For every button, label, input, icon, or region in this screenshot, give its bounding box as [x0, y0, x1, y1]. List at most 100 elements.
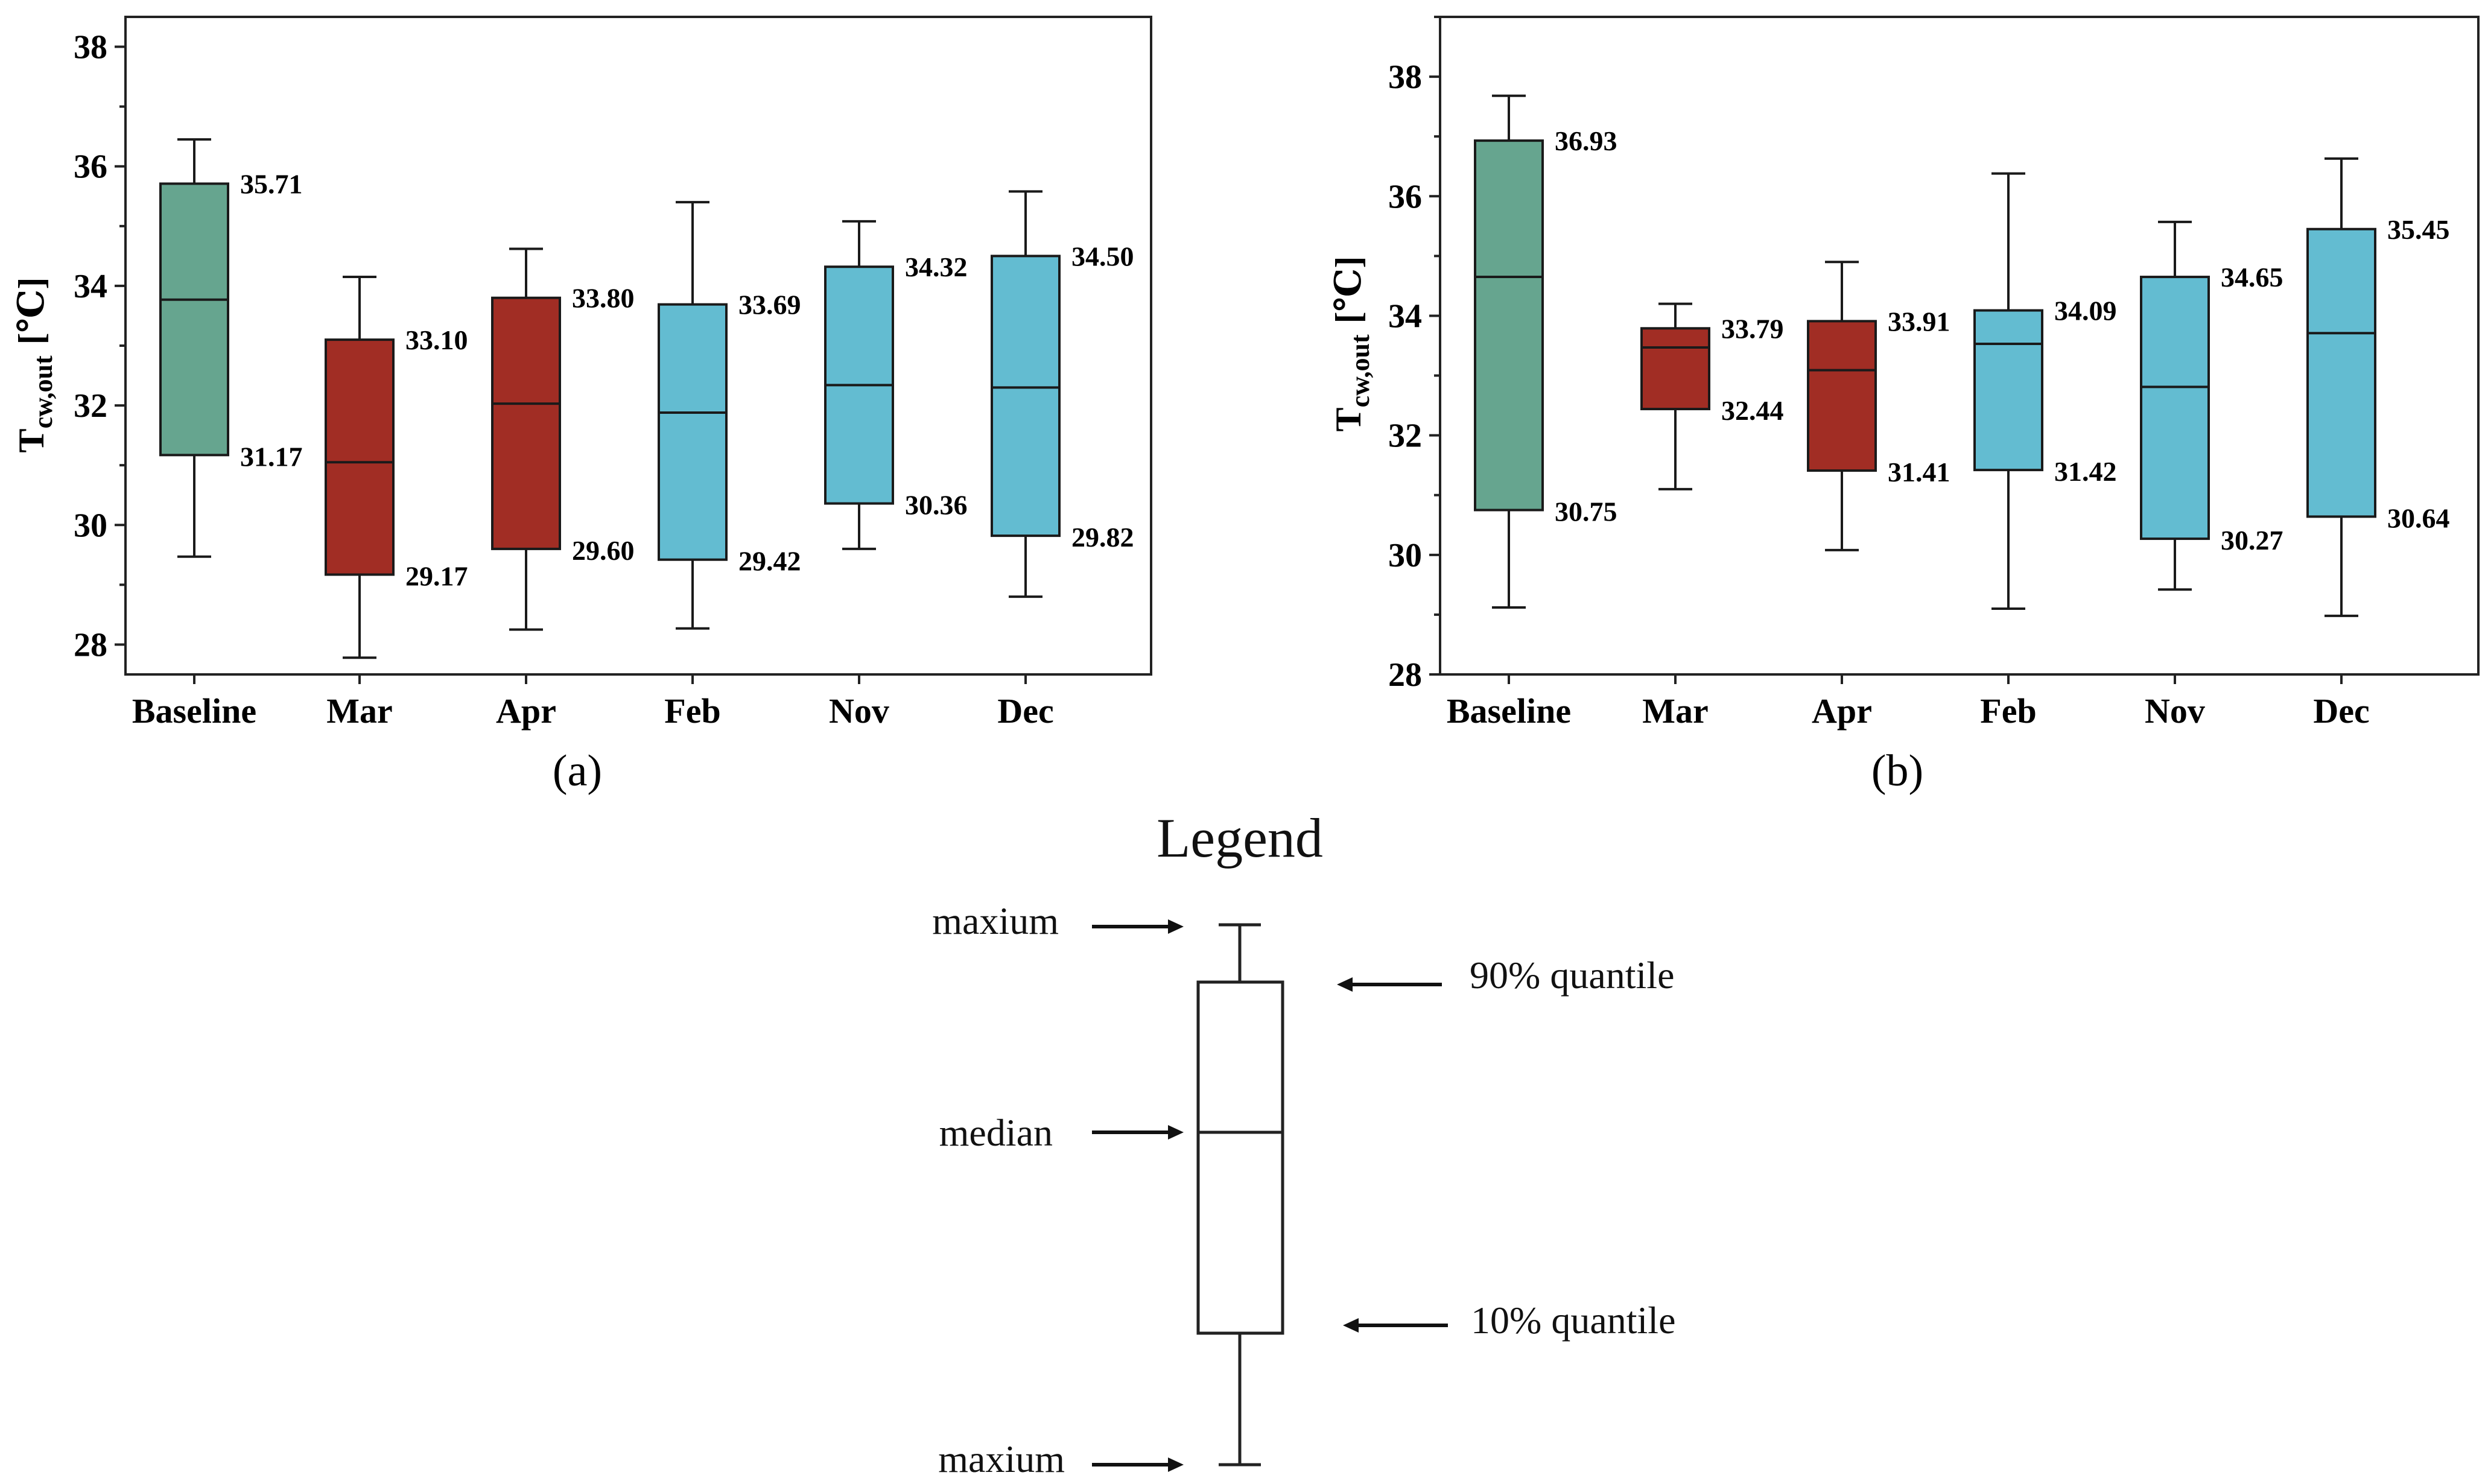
x-tick-label: Feb	[664, 691, 720, 731]
x-tick-label: Feb	[1980, 691, 2036, 731]
data-label-q10: 30.64	[2387, 503, 2450, 533]
y-axis-label-subscript: cw,out	[1345, 334, 1375, 407]
plot-area	[1440, 17, 2478, 674]
box-chart-b: 28 30 32 34 36 38 Baseline Mar Apr Feb Nov Dec 36.…	[1328, 16, 2480, 796]
x-tick-label: Apr	[496, 691, 556, 731]
box-mar	[325, 276, 395, 659]
data-label-q10: 32.44	[1721, 395, 1784, 426]
y-axis-label-main: T	[11, 428, 51, 452]
data-label-q10: 29.17	[405, 561, 468, 592]
x-tick-label: Apr	[1812, 691, 1872, 731]
x-tick-label: Baseline	[132, 691, 256, 731]
data-label-q90: 33.91	[1888, 306, 1950, 337]
y-tick-label: 32	[74, 387, 107, 425]
data-label-q90: 34.09	[2054, 296, 2117, 326]
box-dec	[991, 190, 1061, 598]
y-axis-label-unit: [℃]	[1328, 256, 1368, 324]
data-label-q90: 34.50	[1071, 241, 1134, 271]
box-chart-a: 28 30 32 34 36 38 Baseline Mar Apr Feb Nov Dec 35.…	[11, 16, 1152, 796]
box-body	[1973, 309, 2043, 472]
data-label-q90: 34.65	[2221, 262, 2283, 293]
x-tick-label: Mar	[1642, 691, 1709, 731]
box-body	[1807, 320, 1877, 472]
y-tick-label: 34	[1388, 297, 1422, 335]
box-apr	[491, 247, 561, 631]
box-body	[491, 296, 561, 550]
y-axis-label-unit: [℃]	[11, 277, 51, 345]
box-mar	[1640, 302, 1710, 490]
y-axis-label-subscript: cw,out	[28, 355, 58, 428]
panel-caption-b: (b)	[1871, 746, 1923, 796]
box-body	[1640, 327, 1710, 411]
y-tick-label: 36	[74, 148, 107, 186]
box-body	[325, 338, 395, 576]
box-nov	[824, 220, 894, 550]
y-tick-label: 30	[74, 507, 107, 544]
arrow-icon	[1092, 1457, 1184, 1472]
data-label-q90: 35.71	[240, 168, 303, 199]
data-label-q10: 29.60	[572, 535, 635, 566]
box-baseline	[1474, 94, 1544, 609]
box-dec	[2306, 157, 2376, 617]
x-tick-label: Dec	[997, 691, 1053, 731]
box-nov	[2140, 220, 2210, 591]
x-tick-label: Baseline	[1447, 691, 1571, 731]
data-label-q10: 31.41	[1888, 457, 1950, 487]
box-body	[991, 255, 1061, 537]
x-tick-label: Mar	[326, 691, 393, 731]
data-label-q10: 30.36	[905, 490, 968, 521]
data-label-q90: 36.93	[1555, 125, 1617, 156]
data-label-q10: 29.42	[738, 546, 801, 577]
box-body	[1474, 139, 1544, 512]
x-tick-label: Dec	[2313, 691, 2369, 731]
legend-box	[1196, 980, 1284, 1335]
arrow-icon	[1092, 1125, 1184, 1140]
data-label-q90: 33.79	[1721, 313, 1784, 344]
arrow-icon	[1337, 977, 1442, 992]
data-label-q10: 31.17	[240, 441, 303, 472]
legend-label-q10: 10% quantile	[1471, 1299, 1675, 1342]
y-tick-label: 36	[1388, 178, 1422, 215]
y-axis-label-b: Tcw,out [℃]	[1328, 256, 1375, 432]
plot-area	[125, 17, 1151, 674]
y-axis-label-a: Tcw,out [℃]	[11, 277, 58, 453]
panel-caption-a: (a)	[553, 746, 602, 796]
legend-label-top: maxium	[932, 899, 1059, 942]
x-tick-label: Nov	[829, 691, 889, 731]
data-label-q10: 30.75	[1555, 496, 1617, 527]
box-body	[159, 182, 229, 457]
data-label-q10: 30.27	[2221, 525, 2283, 556]
plot-frame	[1439, 16, 2480, 676]
y-axis-label-main: T	[1328, 407, 1368, 431]
data-label-q90: 34.32	[905, 252, 968, 282]
box-baseline	[159, 138, 229, 558]
data-label-q90: 33.69	[738, 290, 801, 320]
data-label-q10: 29.82	[1071, 522, 1134, 553]
y-tick-label: 38	[1388, 59, 1422, 96]
y-tick-label: 34	[74, 268, 107, 305]
legend-title: Legend	[1157, 807, 1323, 869]
box-body	[2140, 276, 2210, 541]
y-tick-label: 30	[1388, 537, 1422, 574]
box-feb	[658, 201, 728, 630]
legend-label-q90: 90% quantile	[1470, 954, 1674, 997]
box-body	[2306, 227, 2376, 518]
box-body	[658, 303, 728, 561]
legend: Legend maxium median maxi	[932, 807, 1675, 1480]
y-tick-label: 38	[74, 29, 107, 66]
data-label-q90: 35.45	[2387, 214, 2450, 245]
data-label-q90: 33.10	[405, 325, 468, 355]
legend-label-bottom: maxium	[938, 1438, 1065, 1480]
y-tick-label: 28	[74, 626, 107, 664]
arrow-icon	[1343, 1318, 1448, 1333]
data-label-q90: 33.80	[572, 283, 635, 314]
arrow-icon	[1092, 919, 1184, 934]
x-tick-label: Nov	[2145, 691, 2205, 731]
y-tick-label: 28	[1388, 656, 1422, 694]
box-apr	[1807, 261, 1877, 551]
box-feb	[1973, 172, 2043, 610]
y-tick-label: 32	[1388, 417, 1422, 455]
data-label-q10: 31.42	[2054, 456, 2117, 487]
legend-label-median: median	[939, 1111, 1053, 1154]
